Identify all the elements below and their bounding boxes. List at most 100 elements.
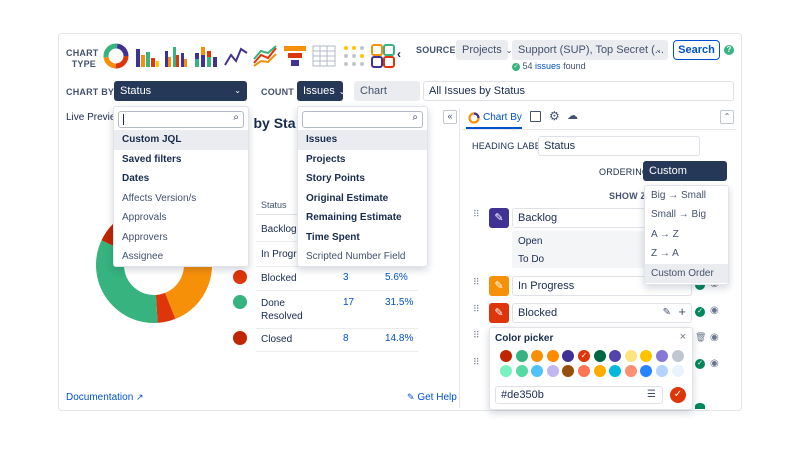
pencil-icon[interactable]: ✎	[662, 307, 671, 318]
chart-title-button[interactable]: Chart title⌄	[354, 81, 420, 117]
color-swatch[interactable]	[531, 350, 544, 362]
color-swatch[interactable]	[609, 350, 622, 362]
count-cell[interactable]: 3	[343, 272, 349, 283]
cloud-upload-icon[interactable]: ☁	[567, 110, 578, 122]
donut-slice-in-progress[interactable]	[165, 261, 212, 319]
line-chart-type-icon[interactable]	[223, 43, 249, 69]
count-cell[interactable]: 8	[343, 333, 349, 344]
ordering-select[interactable]: Custom Order⌄	[643, 161, 727, 197]
color-swatch[interactable]: ✓	[578, 350, 590, 362]
color-swatch[interactable]	[531, 365, 544, 377]
stacked-bar-chart-type-icon[interactable]	[193, 43, 219, 69]
help-circle-icon[interactable]: ?	[724, 45, 734, 55]
donut-slice-done-resolved[interactable]	[96, 240, 158, 323]
chart-by-menu-item[interactable]: Affects Version/s	[122, 192, 197, 204]
bar-chart-type-icon[interactable]	[134, 43, 160, 69]
edit-color-button[interactable]: ✎	[489, 276, 509, 296]
drag-handle-icon[interactable]: ⠿	[473, 357, 480, 367]
count-menu-item[interactable]: Projects	[306, 153, 346, 165]
check-circle-icon[interactable]: ✓	[695, 359, 705, 369]
pie-chart-type-icon[interactable]	[103, 43, 129, 69]
chart-by-search-input[interactable]: ⌕	[118, 111, 244, 128]
count-cell[interactable]: 17	[343, 297, 355, 308]
color-swatch[interactable]	[609, 365, 622, 377]
check-circle-icon[interactable]: ✓	[695, 307, 705, 317]
chart-by-menu-item[interactable]: Custom JQL	[114, 130, 248, 150]
count-menu-item[interactable]: Scripted Number Field	[306, 251, 406, 262]
drag-handle-icon[interactable]: ⠿	[473, 209, 480, 219]
color-swatch[interactable]	[562, 350, 575, 362]
color-swatch[interactable]	[656, 350, 668, 362]
sliders-icon[interactable]: ☰	[647, 389, 656, 400]
count-select[interactable]: Issues ⌄	[297, 81, 346, 101]
color-swatch[interactable]	[515, 350, 528, 362]
chart-by-menu-item[interactable]: Approvals	[122, 212, 167, 223]
count-menu-item[interactable]: Story Points	[306, 173, 365, 184]
color-swatch[interactable]	[515, 365, 528, 377]
confirm-check-button[interactable]: ✓	[670, 387, 686, 403]
ordering-option[interactable]: Z → A	[651, 248, 679, 260]
close-icon[interactable]: ×	[679, 331, 686, 343]
color-swatch[interactable]	[500, 350, 512, 362]
source-projects-select[interactable]: Support (SUP), Top Secret (... ⌄	[512, 40, 668, 60]
comment-icon[interactable]	[530, 111, 541, 122]
color-swatch[interactable]	[546, 365, 559, 377]
chart-by-menu-item[interactable]: Saved filters	[122, 153, 182, 165]
gear-icon[interactable]: ⚙	[549, 109, 560, 123]
color-swatch[interactable]	[578, 365, 590, 377]
check-circle-icon[interactable]	[695, 403, 705, 409]
chevron-left-icon[interactable]: ‹	[397, 47, 401, 61]
color-swatch[interactable]	[671, 365, 684, 377]
heatmap-chart-type-icon[interactable]	[341, 43, 367, 69]
ordering-option[interactable]: Custom Order	[645, 263, 728, 283]
blocked-label-input[interactable]: Blocked ✎ +	[512, 303, 692, 323]
color-swatch[interactable]	[546, 350, 559, 362]
backlog-label-input[interactable]: Backlog	[512, 208, 646, 228]
chart-by-select[interactable]: Status ⌄	[114, 81, 247, 101]
color-swatch[interactable]	[500, 365, 512, 377]
count-menu-item[interactable]: Original Estimate	[306, 192, 389, 204]
tab-chart-by[interactable]: Chart By	[483, 112, 522, 123]
drag-handle-icon[interactable]: ⠿	[473, 277, 480, 287]
source-type-select[interactable]: Projects ⌄	[456, 40, 512, 60]
count-menu-item[interactable]: Issues	[298, 130, 427, 150]
count-menu-item[interactable]: Time Spent	[306, 231, 360, 243]
color-swatch[interactable]	[624, 365, 637, 377]
color-swatch[interactable]	[593, 365, 606, 377]
chart-by-menu-item[interactable]: Dates	[122, 173, 150, 184]
trash-icon[interactable]: 🗑	[695, 332, 707, 342]
table-chart-type-icon[interactable]	[311, 43, 337, 69]
color-swatch[interactable]	[640, 350, 653, 362]
chart-title-input[interactable]: All Issues by Status	[423, 81, 734, 101]
ordering-option[interactable]: A → Z	[651, 228, 679, 240]
ordering-option[interactable]: Big → Small	[651, 190, 707, 201]
drag-handle-icon[interactable]: ⠿	[473, 304, 480, 314]
edit-color-button[interactable]: ✎	[489, 303, 509, 323]
ordering-option[interactable]: Small → Big	[651, 209, 707, 221]
get-help-link[interactable]: ✎ Get Help	[407, 392, 457, 403]
chart-by-menu-item[interactable]: Assignee	[122, 251, 164, 262]
grouped-bar-chart-type-icon[interactable]	[163, 43, 189, 69]
plus-icon[interactable]: +	[678, 304, 686, 319]
color-swatch[interactable]	[562, 365, 575, 377]
edit-color-button[interactable]: ✎	[489, 208, 509, 228]
chart-by-menu-item[interactable]: Approvers	[122, 231, 168, 243]
preview-collapse-button[interactable]: «	[443, 110, 457, 124]
color-swatch[interactable]	[656, 365, 668, 377]
documentation-link[interactable]: Documentation ↗	[66, 392, 144, 403]
funnel-chart-type-icon[interactable]	[282, 43, 308, 69]
color-swatch[interactable]	[593, 350, 606, 362]
hex-color-input[interactable]: #de350b ☰	[495, 386, 663, 404]
color-swatch[interactable]	[671, 350, 684, 362]
color-swatch[interactable]	[640, 365, 653, 377]
tiles-chart-type-icon[interactable]	[370, 43, 396, 69]
collapse-up-button[interactable]: ⌃	[720, 110, 734, 124]
eye-icon[interactable]: ◉	[710, 332, 719, 343]
color-swatch[interactable]	[624, 350, 637, 362]
eye-icon[interactable]: ◉	[710, 305, 719, 316]
donut-slice-blocked[interactable]	[155, 292, 176, 323]
search-button[interactable]: Search	[673, 40, 720, 60]
multi-line-chart-type-icon[interactable]	[252, 43, 278, 69]
heading-input[interactable]: Status	[538, 136, 700, 156]
count-menu-item[interactable]: Remaining Estimate	[306, 212, 402, 223]
